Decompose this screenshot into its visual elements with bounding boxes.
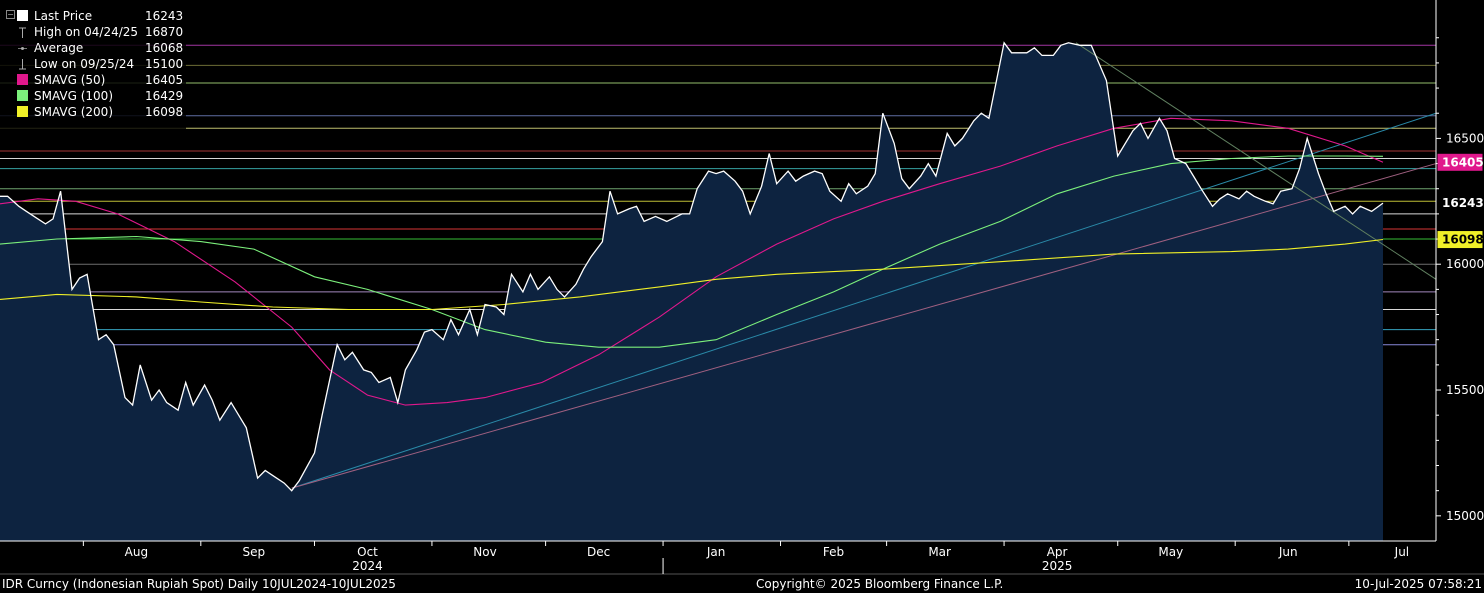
x-month-label: Nov (473, 545, 496, 559)
legend-item-smavg-100: SMAVG (100) 16429 (0, 88, 186, 104)
badge-value: 16243 (1442, 196, 1484, 210)
x-month-label: Oct (357, 545, 378, 559)
legend-panel: − Last Price 16243 High on 04/24/25 1687… (0, 0, 186, 132)
footer-security-info: IDR Curncy (Indonesian Rupiah Spot) Dail… (2, 577, 396, 591)
x-month-label: Aug (125, 545, 148, 559)
legend-item-average: Average 16068 (0, 40, 186, 56)
legend-item-last-price: Last Price 16243 (0, 8, 186, 24)
yellow-square-icon (17, 106, 28, 117)
x-month-label: Sep (243, 545, 266, 559)
legend-value: 16098 (145, 105, 184, 119)
x-month-label: Mar (928, 545, 951, 559)
x-month-label: Apr (1047, 545, 1068, 559)
legend-label: SMAVG (200) (34, 105, 114, 119)
badge-value: 16405 (1442, 155, 1484, 169)
legend-value: 15100 (145, 57, 184, 71)
axes: 15000 15500 16000 16500 Aug Sep Oct Nov Dec Jan Fe… (0, 0, 1484, 575)
legend-label: Average (34, 41, 84, 55)
series-line-smavg-100- (0, 155, 1384, 348)
y-tick-label: 16000 (1446, 257, 1484, 271)
price-area (0, 42, 1383, 542)
legend-item-low: Low on 09/25/24 15100 (0, 56, 186, 72)
y-tick-label: 15000 (1446, 509, 1484, 523)
x-month-label: Jan (706, 545, 726, 559)
trendline-0 (291, 112, 1437, 489)
magenta-square-icon (17, 74, 28, 85)
x-month-label: Feb (823, 545, 844, 559)
high-marker-icon (17, 26, 28, 38)
legend-label: High on 04/24/25 (34, 25, 139, 39)
legend-value: 16870 (145, 25, 184, 39)
badge-bg (1437, 153, 1483, 171)
low-marker-icon (17, 58, 28, 70)
trendline-1 (291, 163, 1437, 489)
legend-value: 16243 (145, 9, 184, 23)
series-lines (0, 41, 1384, 492)
white-square-icon (17, 10, 28, 21)
legend-label: SMAVG (100) (34, 89, 114, 103)
y-tick-label: 16500 (1446, 131, 1484, 145)
x-month-label: Jun (1278, 545, 1298, 559)
badge-bg (1437, 194, 1483, 212)
legend-value: 16429 (145, 89, 184, 103)
badge-bg (1437, 231, 1483, 249)
x-year-label: 2024 (352, 559, 383, 573)
legend-value: 16068 (145, 41, 184, 55)
average-marker-icon (17, 42, 28, 53)
price-badge: 16098 (1437, 231, 1484, 249)
legend-item-high: High on 04/24/25 16870 (0, 24, 186, 40)
x-month-label: Jul (1394, 545, 1409, 559)
x-month-label: May (1158, 545, 1183, 559)
x-year-label: 2025 (1042, 559, 1073, 573)
footer-bar: IDR Curncy (Indonesian Rupiah Spot) Dail… (0, 575, 1484, 593)
series-line-smavg-50- (0, 117, 1384, 406)
legend-value: 16405 (145, 73, 184, 87)
price-area-fill (0, 42, 1383, 542)
legend-collapse-icon[interactable]: − (6, 10, 15, 19)
series-line-last-price (0, 41, 1384, 492)
legend-label: Low on 09/25/24 (34, 57, 135, 71)
legend-item-smavg-50: SMAVG (50) 16405 (0, 72, 186, 88)
price-badge: 16243 (1437, 194, 1484, 212)
legend-label: SMAVG (50) (34, 73, 106, 87)
x-month-label: Dec (587, 545, 610, 559)
y-tick-label: 15500 (1446, 383, 1484, 397)
green-square-icon (17, 90, 28, 101)
right-badges: 16405 16243 16098 (1437, 153, 1484, 249)
series-line-smavg-200- (0, 238, 1384, 311)
legend-label: Last Price (34, 9, 93, 23)
badge-value: 16098 (1442, 233, 1484, 247)
footer-copyright: Copyright© 2025 Bloomberg Finance L.P. (756, 577, 1004, 591)
legend-item-smavg-200: SMAVG (200) 16098 (0, 104, 186, 120)
footer-timestamp: 10-Jul-2025 07:58:21 (1354, 577, 1482, 591)
price-badge: 16405 (1437, 153, 1484, 171)
